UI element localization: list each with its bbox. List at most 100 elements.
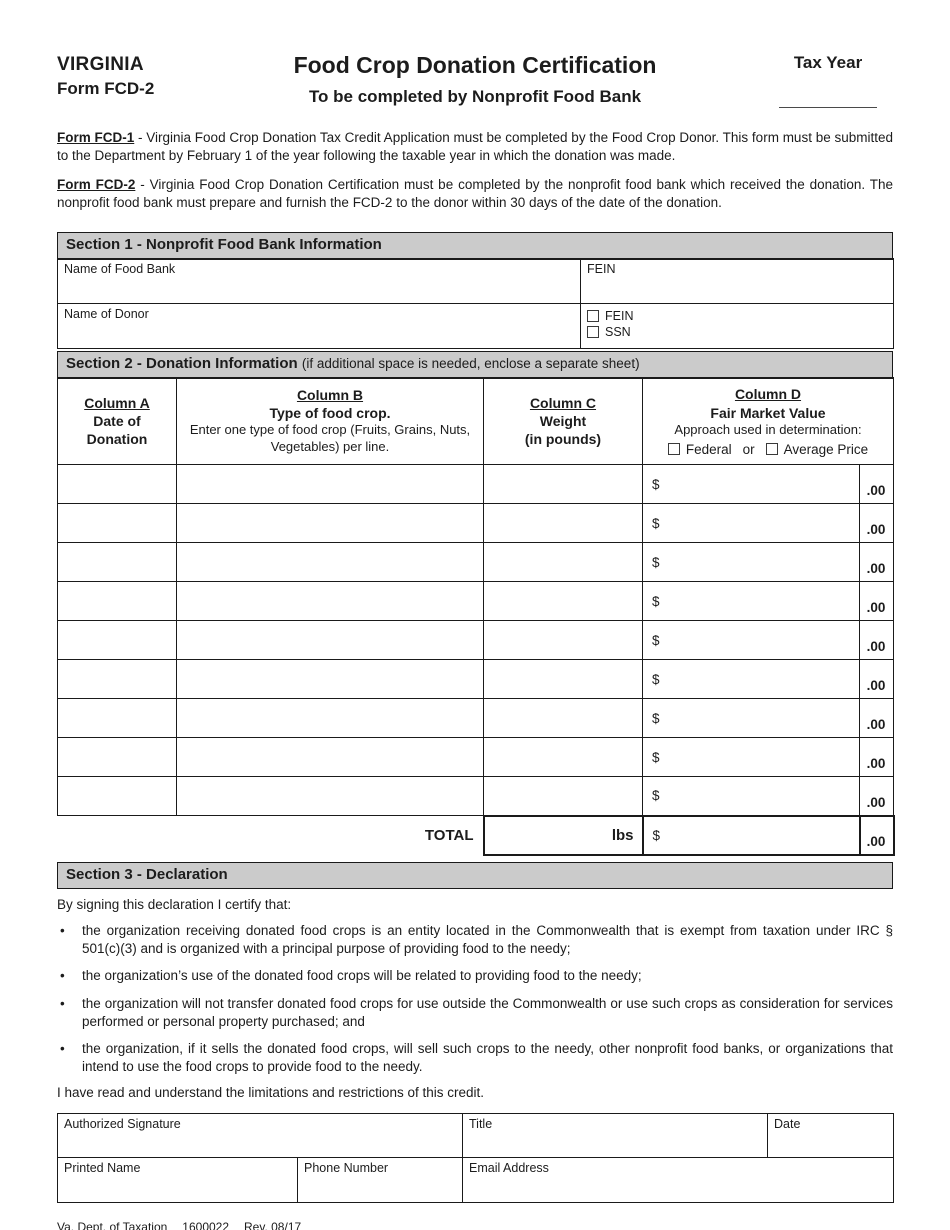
- donation-value-cell[interactable]: $: [642, 581, 860, 622]
- phone-number-field[interactable]: Phone Number: [297, 1157, 463, 1204]
- donation-value-cell[interactable]: $: [642, 698, 860, 739]
- intro-paragraph-fcd1: Form FCD-1 - Virginia Food Crop Donation…: [57, 129, 893, 165]
- food-bank-name-label: Name of Food Bank: [64, 261, 176, 276]
- email-address-field[interactable]: Email Address: [462, 1157, 894, 1204]
- donation-row: $ .00: [57, 698, 894, 739]
- bullet-marker: •: [60, 996, 65, 1012]
- donation-crop-cell[interactable]: [176, 464, 484, 505]
- donation-value-cell[interactable]: $: [642, 464, 860, 505]
- donation-cents-cell: .00: [859, 620, 894, 661]
- donation-date-cell[interactable]: [57, 698, 177, 739]
- ssn-checkbox-label: SSN: [605, 324, 631, 339]
- donation-cents-cell: .00: [859, 503, 894, 544]
- table-row: Printed Name Phone Number Email Address: [57, 1157, 894, 1204]
- donation-crop-cell[interactable]: [176, 776, 484, 817]
- dollar-sign: $: [652, 827, 661, 843]
- donation-row: $ .00: [57, 776, 894, 817]
- total-value-field[interactable]: $: [641, 814, 861, 856]
- form-number: Form FCD-2: [57, 79, 155, 98]
- declaration-bullet-1: • the organization receiving donated foo…: [57, 922, 893, 957]
- bullet-marker: •: [60, 1041, 65, 1057]
- donation-value-cell[interactable]: $: [642, 776, 860, 817]
- donation-date-cell[interactable]: [57, 581, 177, 622]
- table-row: Name of Donor FEIN SSN: [57, 302, 894, 349]
- declaration-closing: I have read and understand the limitatio…: [57, 1085, 484, 1101]
- donation-table-header-row: Column A Date of Donation Column B Type …: [57, 377, 894, 466]
- donor-ssn-option: SSN: [587, 325, 887, 339]
- donor-name-label: Name of Donor: [64, 306, 149, 321]
- fcd2-text: - Virginia Food Crop Donation Certificat…: [57, 176, 894, 210]
- or-label: or: [742, 441, 755, 457]
- fein-checkbox[interactable]: [587, 309, 599, 322]
- donation-crop-cell[interactable]: [176, 542, 484, 583]
- donation-weight-cell[interactable]: [483, 542, 643, 583]
- donation-date-cell[interactable]: [57, 737, 177, 778]
- printed-name-field[interactable]: Printed Name: [57, 1157, 298, 1204]
- footer-form-id: 1600022: [182, 1220, 230, 1230]
- bullet-marker: •: [60, 968, 65, 984]
- donation-cents-cell: .00: [859, 776, 894, 817]
- donation-crop-cell[interactable]: [176, 659, 484, 700]
- donation-crop-cell[interactable]: [176, 503, 484, 544]
- total-weight-field[interactable]: lbs: [482, 814, 644, 856]
- donation-value-cell[interactable]: $: [642, 737, 860, 778]
- section1-header: Section 1 - Nonprofit Food Bank Informat…: [57, 231, 893, 260]
- tax-year-field[interactable]: [779, 107, 877, 108]
- total-row: TOTAL lbs $ .00: [58, 814, 895, 856]
- donation-crop-cell[interactable]: [176, 581, 484, 622]
- donation-value-cell[interactable]: $: [642, 503, 860, 544]
- donation-cents-cell: .00: [859, 464, 894, 505]
- donation-crop-cell[interactable]: [176, 737, 484, 778]
- column-a-header: Column A Date of Donation: [57, 377, 177, 466]
- donation-table: Column A Date of Donation Column B Type …: [57, 377, 895, 856]
- donation-date-cell[interactable]: [57, 542, 177, 583]
- donation-cents-cell: .00: [859, 737, 894, 778]
- donation-crop-cell[interactable]: [176, 620, 484, 661]
- donation-date-cell[interactable]: [57, 620, 177, 661]
- date-field[interactable]: Date: [767, 1113, 894, 1159]
- total-label-cell: TOTAL: [58, 816, 484, 855]
- average-price-checkbox[interactable]: [765, 443, 778, 456]
- donation-weight-cell[interactable]: [483, 464, 643, 505]
- federal-checkbox[interactable]: [667, 443, 680, 456]
- donation-weight-cell[interactable]: [483, 503, 643, 544]
- donation-value-cell[interactable]: $: [642, 542, 860, 583]
- fein-field[interactable]: FEIN: [580, 257, 894, 304]
- authorized-signature-field[interactable]: Authorized Signature: [57, 1113, 463, 1159]
- fein-label: FEIN: [587, 261, 616, 276]
- footer-agency: Va. Dept. of Taxation: [57, 1220, 168, 1230]
- donation-weight-cell[interactable]: [483, 776, 643, 817]
- food-bank-name-field[interactable]: Name of Food Bank: [57, 257, 581, 304]
- donation-date-cell[interactable]: [57, 659, 177, 700]
- donation-date-cell[interactable]: [57, 503, 177, 544]
- table-row: Authorized Signature Title Date: [57, 1113, 894, 1159]
- donation-row: $ .00: [57, 737, 894, 778]
- declaration-bullet-2: • the organization’s use of the donated …: [57, 967, 893, 985]
- fcd1-text: - Virginia Food Crop Donation Tax Credit…: [57, 130, 894, 163]
- donation-weight-cell[interactable]: [483, 581, 643, 622]
- donation-weight-cell[interactable]: [483, 659, 643, 700]
- donation-row: $ .00: [57, 503, 894, 544]
- ssn-checkbox[interactable]: [587, 325, 599, 338]
- authorized-signature-label: Authorized Signature: [64, 1117, 181, 1132]
- donor-fein-option: FEIN: [587, 309, 887, 323]
- donation-cents-cell: .00: [859, 698, 894, 739]
- title-field[interactable]: Title: [462, 1113, 768, 1159]
- date-label: Date: [774, 1117, 801, 1132]
- donation-date-cell[interactable]: [57, 776, 177, 817]
- donation-weight-cell[interactable]: [483, 737, 643, 778]
- section2-header: Section 2 - Donation Information (if add…: [57, 350, 893, 379]
- declaration-bullet-4: • the organization, if it sells the dona…: [57, 1040, 893, 1075]
- donation-weight-cell[interactable]: [483, 698, 643, 739]
- donation-value-cell[interactable]: $: [642, 659, 860, 700]
- donation-weight-cell[interactable]: [483, 620, 643, 661]
- donor-name-field[interactable]: Name of Donor: [57, 302, 581, 349]
- state-name: VIRGINIA: [57, 54, 144, 75]
- donation-crop-cell[interactable]: [176, 698, 484, 739]
- donation-value-cell[interactable]: $: [642, 620, 860, 661]
- donation-date-cell[interactable]: [57, 464, 177, 505]
- form-footer: Va. Dept. of Taxation 1600022 Rev. 08/17: [57, 1220, 893, 1230]
- email-address-label: Email Address: [469, 1161, 549, 1176]
- section2-title: Section 2 - Donation Information: [66, 354, 298, 372]
